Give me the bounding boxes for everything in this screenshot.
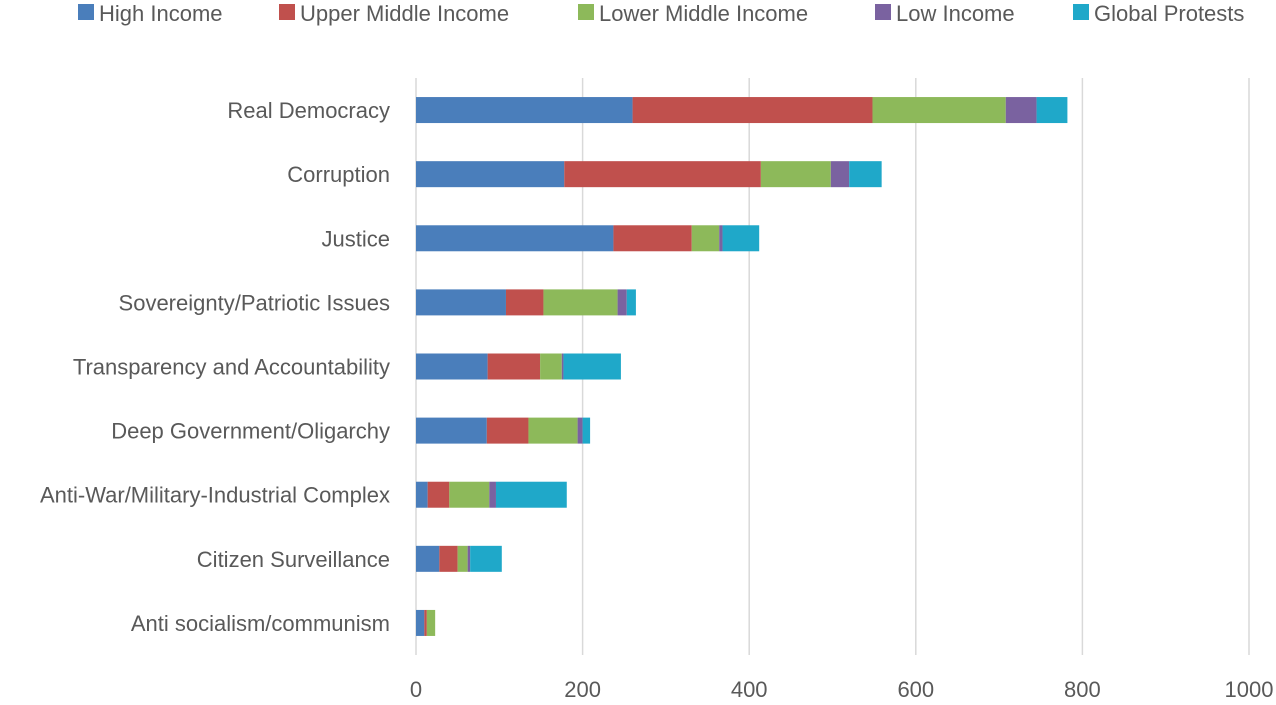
legend-label-low-income: Low Income [896, 1, 1015, 26]
bar-anti-war-military-industrial-complex-low-income [489, 481, 496, 508]
bar-transparency-and-accountability-low-income [561, 353, 564, 380]
bar-transparency-and-accountability-upper-middle-income [487, 353, 541, 380]
legend-swatch-low-income [875, 4, 891, 20]
bar-deep-government-oligarchy-high-income [416, 417, 487, 444]
bar-anti-war-military-industrial-complex-global-protests [495, 481, 567, 508]
category-label-corruption: Corruption [287, 162, 390, 187]
bar-anti-socialism-communism-upper-middle-income [424, 609, 427, 636]
bar-sovereignty-patriotic-issues-lower-middle-income [543, 289, 618, 316]
x-tick-label-200: 200 [564, 677, 601, 702]
bar-sovereignty-patriotic-issues-global-protests [626, 289, 636, 316]
legend-label-upper-middle-income: Upper Middle Income [300, 1, 509, 26]
category-label-anti-socialism-communism: Anti socialism/communism [131, 611, 390, 636]
bar-transparency-and-accountability-global-protests [563, 353, 621, 380]
category-labels: Real Democracy Corruption Justice Sovereign… [40, 98, 390, 636]
bar-citizen-surveillance-upper-middle-income [439, 545, 458, 572]
bar-justice-low-income [719, 225, 723, 252]
category-label-anti-war-military-industrial-complex: Anti-War/Military-Industrial Complex [40, 483, 390, 508]
legend-swatch-upper-middle-income [279, 4, 295, 20]
x-tick-label-400: 400 [731, 677, 768, 702]
category-label-real-democracy: Real Democracy [227, 98, 390, 123]
category-label-transparency-and-accountability: Transparency and Accountability [73, 355, 390, 380]
legend-swatch-lower-middle-income [578, 4, 594, 20]
bar-corruption-upper-middle-income [564, 161, 761, 188]
x-tick-label-800: 800 [1064, 677, 1101, 702]
x-tick-label-0: 0 [410, 677, 422, 702]
legend-label-high-income: High Income [99, 1, 223, 26]
bar-corruption-global-protests [849, 161, 882, 188]
bar-anti-war-military-industrial-complex-upper-middle-income [427, 481, 450, 508]
x-tick-label-1000: 1000 [1225, 677, 1274, 702]
bar-anti-war-military-industrial-complex-lower-middle-income [449, 481, 490, 508]
bar-sovereignty-patriotic-issues-high-income [416, 289, 506, 316]
bar-anti-socialism-communism-high-income [416, 609, 425, 636]
x-axis-tick-labels: 0 200 400 600 800 1000 [410, 677, 1274, 702]
bar-justice-upper-middle-income [613, 225, 692, 252]
bar-real-democracy-low-income [1005, 97, 1037, 124]
bar-real-democracy-lower-middle-income [872, 97, 1006, 124]
bar-corruption-low-income [830, 161, 850, 188]
legend-swatch-high-income [78, 4, 94, 20]
bar-corruption-lower-middle-income [760, 161, 831, 188]
legend: High Income Upper Middle Income Lower Midd… [78, 1, 1244, 26]
category-label-sovereignty-patriotic-issues: Sovereignty/Patriotic Issues [119, 290, 390, 315]
bar-citizen-surveillance-lower-middle-income [457, 545, 468, 572]
bar-deep-government-oligarchy-lower-middle-income [528, 417, 578, 444]
bar-corruption-high-income [416, 161, 565, 188]
bar-justice-high-income [416, 225, 614, 252]
bar-justice-lower-middle-income [691, 225, 720, 252]
bar-citizen-surveillance-high-income [416, 545, 440, 572]
legend-label-global-protests: Global Protests [1094, 1, 1244, 26]
bar-deep-government-oligarchy-global-protests [582, 417, 591, 444]
x-tick-label-600: 600 [897, 677, 934, 702]
bar-citizen-surveillance-low-income [467, 545, 471, 572]
bar-real-democracy-global-protests [1036, 97, 1068, 124]
category-label-justice: Justice [322, 226, 390, 251]
bar-citizen-surveillance-global-protests [470, 545, 502, 572]
legend-label-lower-middle-income: Lower Middle Income [599, 1, 808, 26]
bar-anti-socialism-communism-lower-middle-income [426, 609, 436, 636]
bar-real-democracy-upper-middle-income [632, 97, 873, 124]
bar-transparency-and-accountability-lower-middle-income [540, 353, 562, 380]
bar-deep-government-oligarchy-low-income [577, 417, 583, 444]
bar-deep-government-oligarchy-upper-middle-income [486, 417, 529, 444]
bar-anti-war-military-industrial-complex-high-income [416, 481, 428, 508]
bars [416, 97, 1068, 636]
bar-justice-global-protests [722, 225, 760, 252]
category-label-citizen-surveillance: Citizen Surveillance [197, 547, 390, 572]
bar-sovereignty-patriotic-issues-upper-middle-income [505, 289, 544, 316]
category-label-deep-government-oligarchy: Deep Government/Oligarchy [111, 419, 390, 444]
bar-transparency-and-accountability-high-income [416, 353, 488, 380]
bar-real-democracy-high-income [416, 97, 633, 124]
bar-sovereignty-patriotic-issues-low-income [617, 289, 627, 316]
legend-swatch-global-protests [1073, 4, 1089, 20]
